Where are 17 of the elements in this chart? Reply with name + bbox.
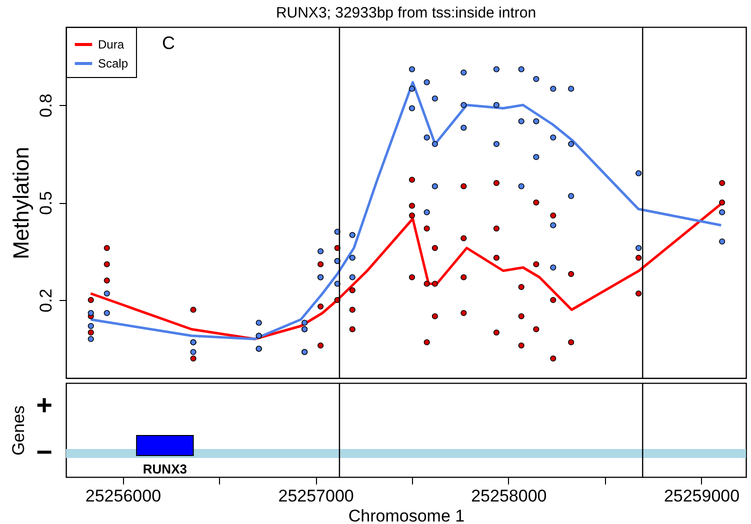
x-tick-label: 25257000 bbox=[278, 486, 354, 506]
y-tick-label: 0.8 bbox=[36, 94, 56, 118]
chart-title: RUNX3; 32933bp from tss:inside intron bbox=[276, 4, 536, 22]
annotation: RUNX3 bbox=[142, 462, 187, 476]
y-tick-label: 0.5 bbox=[36, 191, 56, 215]
legend-label: Scalp bbox=[98, 56, 128, 70]
y-tick-label: 0.2 bbox=[36, 288, 56, 312]
x-tick-label: 25258000 bbox=[471, 486, 547, 506]
x-tick-label: 25256000 bbox=[85, 486, 162, 506]
y-axis-title: Methylation bbox=[8, 146, 34, 260]
y-tick-label: − bbox=[36, 436, 52, 468]
x-axis-title: Chromosome 1 bbox=[348, 506, 465, 524]
y-axis-title: Genes bbox=[9, 405, 28, 456]
legend-label: Dura bbox=[98, 38, 124, 52]
y-tick-label: + bbox=[36, 390, 52, 420]
x-tick-label: 25259000 bbox=[664, 486, 740, 506]
annotation: C bbox=[162, 33, 175, 53]
